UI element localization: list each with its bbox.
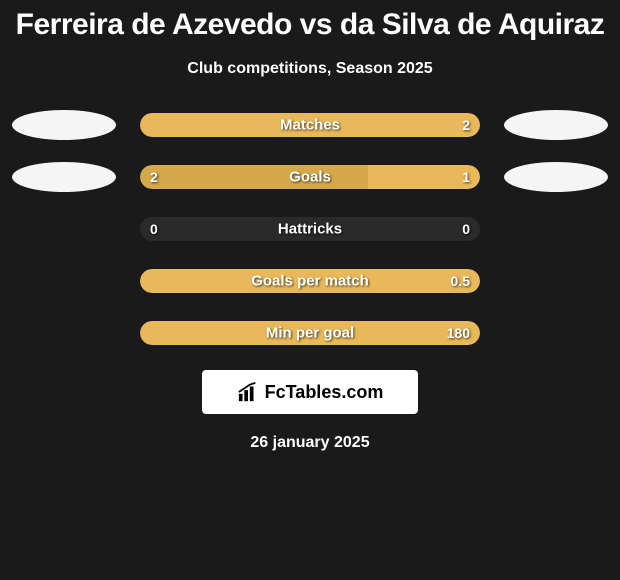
page-title: Ferreira de Azevedo vs da Silva de Aquir… — [0, 8, 620, 42]
stat-bar: Goals per match 0.5 — [140, 269, 480, 293]
comparison-card: Ferreira de Azevedo vs da Silva de Aquir… — [0, 0, 620, 452]
chart-icon — [237, 381, 259, 403]
player-right-marker — [504, 110, 608, 140]
stat-bar: Min per goal 180 — [140, 321, 480, 345]
stat-label: Matches — [280, 117, 340, 134]
stat-row: Goals per match 0.5 — [0, 266, 620, 296]
stat-value-right: 0.5 — [451, 273, 470, 289]
stat-row: Goals 2 1 — [0, 162, 620, 192]
stat-row: Hattricks 0 0 — [0, 214, 620, 244]
stat-value-left: 0 — [150, 221, 158, 237]
stat-row: Matches 2 — [0, 110, 620, 140]
player-left-marker — [12, 162, 116, 192]
stat-label: Goals — [289, 169, 331, 186]
stat-bar: Matches 2 — [140, 113, 480, 137]
stats-list: Matches 2 Goals 2 1 Hattricks 0 0 Goals per matc… — [0, 110, 620, 348]
stat-value-right: 0 — [462, 221, 470, 237]
stat-value-right: 2 — [462, 117, 470, 133]
stat-bar: Hattricks 0 0 — [140, 217, 480, 241]
subtitle: Club competitions, Season 2025 — [0, 60, 620, 78]
stat-label: Min per goal — [266, 325, 354, 342]
stat-value-right: 180 — [447, 325, 470, 341]
logo-text: FcTables.com — [265, 382, 384, 403]
stat-bar: Goals 2 1 — [140, 165, 480, 189]
player-left-marker — [12, 110, 116, 140]
bar-fill-left — [140, 165, 368, 189]
date-label: 26 january 2025 — [0, 434, 620, 452]
stat-label: Goals per match — [251, 273, 369, 290]
player-right-marker — [504, 162, 608, 192]
stat-value-left: 2 — [150, 169, 158, 185]
logo-box[interactable]: FcTables.com — [202, 370, 418, 414]
stat-value-right: 1 — [462, 169, 470, 185]
stat-label: Hattricks — [278, 221, 342, 238]
stat-row: Min per goal 180 — [0, 318, 620, 348]
